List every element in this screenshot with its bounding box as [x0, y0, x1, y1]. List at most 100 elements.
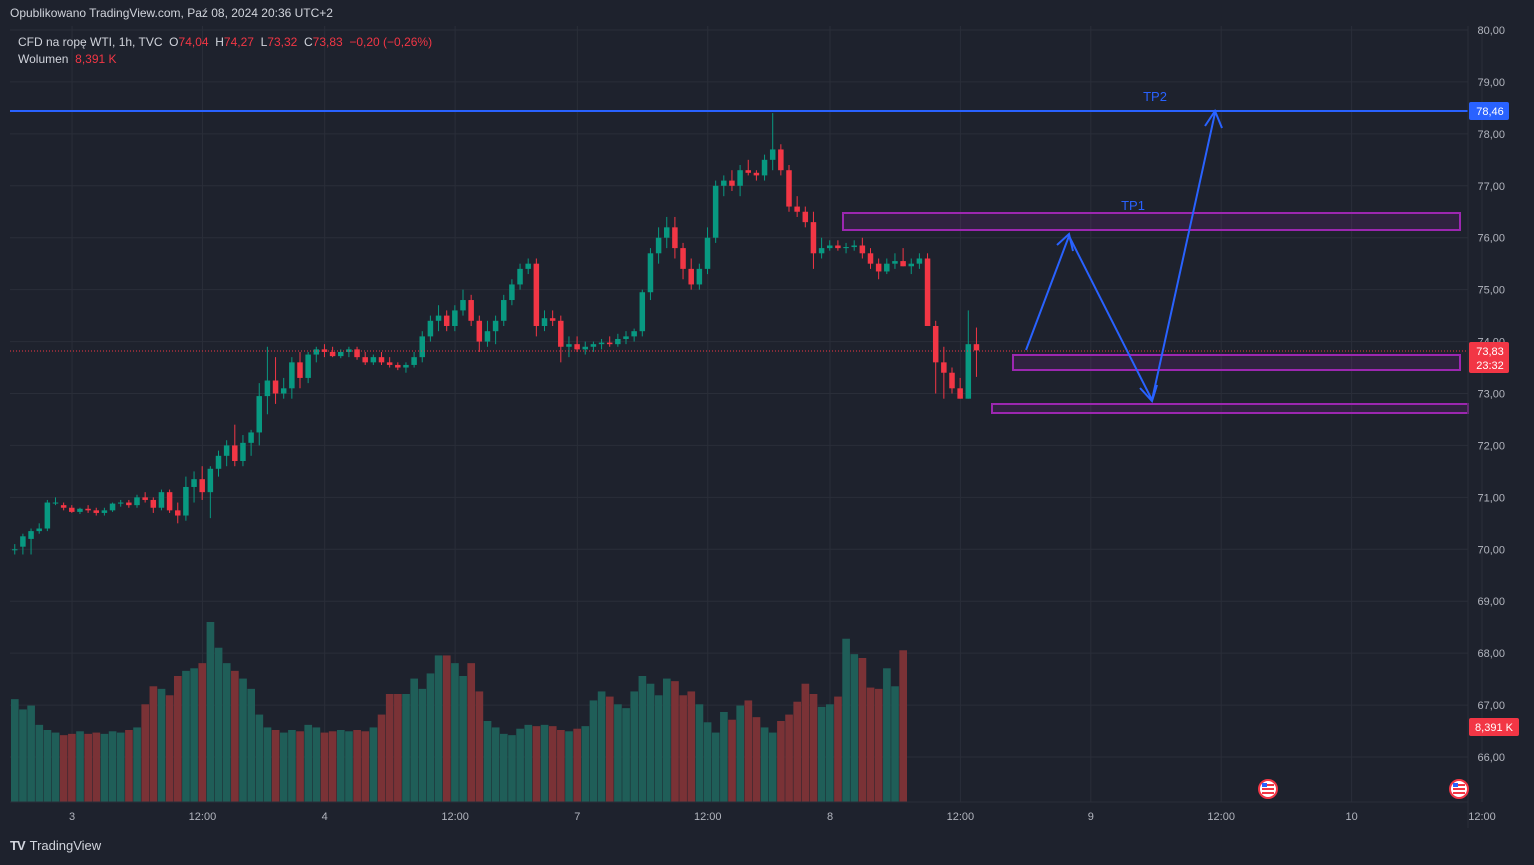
volume-bar [51, 732, 60, 802]
candle-body [395, 364, 401, 368]
candle-body [916, 258, 923, 264]
support-zone-box[interactable] [991, 403, 1469, 414]
candle-body [232, 445, 238, 462]
entry-zone-box[interactable] [1012, 354, 1461, 371]
candle-body [28, 531, 34, 539]
tradingview-logo-icon: TV [10, 838, 26, 853]
candle-body [403, 364, 409, 368]
candle-body [378, 357, 385, 363]
volume-bar [337, 730, 345, 802]
volume-bar [190, 668, 198, 802]
time-tick-label: 12:00 [1468, 811, 1496, 823]
volume-bar [842, 638, 850, 802]
time-scale[interactable]: 3 12:00 4 12:00 7 12:00 8 12:00 9 12:00 10 12:00 [69, 811, 1496, 823]
candle-body [598, 342, 605, 345]
tp2-label: TP2 [1143, 89, 1167, 104]
candle-body [134, 497, 140, 506]
candle-body [590, 344, 597, 347]
candle-body [672, 227, 678, 249]
candle-body [664, 227, 670, 238]
volume-bar [198, 663, 207, 802]
volume-bar [263, 727, 272, 802]
candle-body [191, 479, 197, 487]
volume-label[interactable]: Wolumen [18, 52, 69, 66]
volume-bar [402, 694, 410, 802]
tradingview-brand[interactable]: TV TradingView [10, 838, 101, 853]
candle-body [957, 388, 963, 399]
candle-body [606, 342, 613, 345]
candle-body [101, 510, 108, 513]
candle-body [615, 338, 621, 345]
candle-body [223, 445, 230, 456]
volume-bar [899, 650, 907, 802]
candle-body [443, 315, 450, 326]
volume-bar [866, 687, 875, 802]
arrowhead-tp1-icon [1056, 232, 1074, 252]
candle-body [631, 331, 637, 337]
candle-body [215, 455, 222, 469]
volume-bar [385, 694, 394, 802]
us-flag-event-icon[interactable] [1449, 779, 1469, 799]
volume-bar [850, 654, 859, 802]
volume-badge-text: 8,391 K [1475, 722, 1514, 734]
candle-body [354, 349, 360, 358]
candle-body [370, 357, 377, 363]
price-scale[interactable]: 80,0079,0078,0077,0076,0075,0074,0073,00… [1477, 25, 1505, 764]
candle-body [566, 344, 572, 347]
projection-arrow-path[interactable] [1025, 112, 1216, 403]
candle-body [36, 528, 42, 532]
price-tick-label: 73,00 [1477, 389, 1505, 401]
volume-bar [434, 655, 443, 802]
volume-bar [369, 727, 378, 802]
candle-body [818, 248, 825, 254]
candle-body [427, 320, 434, 337]
volume-bar [695, 704, 704, 802]
volume-bar [728, 719, 736, 802]
price-tick-label: 72,00 [1477, 440, 1505, 452]
change-value: −0,20 (−0,26%) [349, 35, 433, 49]
volume-bar [679, 695, 687, 802]
price-tick-label: 76,00 [1477, 233, 1505, 245]
candle-body [835, 245, 841, 249]
volume-bar [92, 732, 101, 802]
candle-body [484, 331, 491, 342]
volume-bar [222, 663, 231, 802]
volume-bar [557, 730, 565, 802]
volume-bar [817, 706, 826, 802]
price-tick-label: 78,00 [1477, 129, 1505, 141]
volume-bar [304, 724, 313, 802]
candle-body [117, 502, 124, 504]
candle-body [655, 237, 662, 254]
volume-bar [768, 732, 777, 802]
candle-body [52, 502, 59, 504]
candle-body [175, 510, 181, 516]
candle-body [688, 268, 694, 285]
tp2-price-badge [1469, 102, 1509, 120]
tp1-zone-box[interactable] [842, 212, 1461, 231]
volume-bar [149, 686, 158, 802]
candle-body [69, 507, 75, 512]
last-price-badge-text: 73,83 [1476, 346, 1504, 358]
volume-bar [345, 731, 353, 802]
price-tick-label: 77,00 [1477, 181, 1505, 193]
candle-body [386, 362, 393, 365]
candle-body [794, 206, 800, 212]
price-tick-label: 67,00 [1477, 700, 1505, 712]
volume-bar [467, 663, 476, 802]
volume-bar [377, 714, 386, 802]
volume-bar [540, 724, 549, 802]
candle-body [900, 261, 906, 267]
volume-bar [451, 663, 459, 802]
volume-bar [565, 731, 573, 802]
us-flag-event-icon[interactable] [1258, 779, 1278, 799]
volume-bar [883, 668, 891, 802]
symbol-label[interactable]: CFD na ropę WTI, 1h, TVC [18, 35, 163, 49]
candle-body [264, 380, 271, 397]
candle-body [582, 346, 588, 350]
candle-body [109, 503, 116, 511]
volume-bar [524, 724, 533, 802]
close-value: 73,83 [312, 35, 343, 49]
volume-bar [328, 731, 337, 802]
